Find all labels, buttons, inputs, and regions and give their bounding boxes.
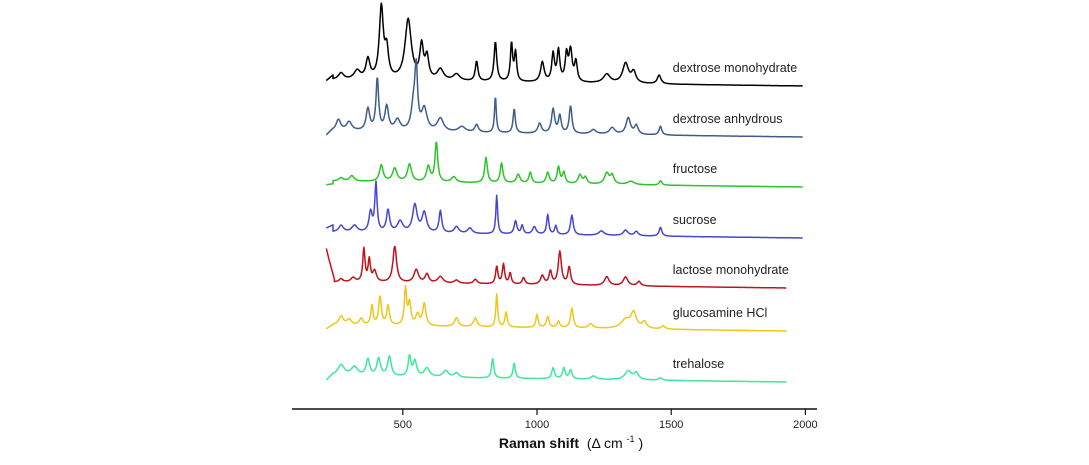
x-tick-label-1500: 1500	[659, 419, 683, 431]
x-axis-title: Raman shift (Δ cm -1 )	[499, 429, 643, 451]
spectrum-glucosamine-hcl	[325, 285, 787, 332]
spectrum-fructose	[326, 141, 803, 188]
spectrum-dextrose-anhydrous	[325, 58, 803, 138]
series-layer	[325, 2, 803, 383]
spectrum-sucrose	[325, 180, 803, 239]
series-label-glucosamine-hcl: glucosamine HCl	[673, 306, 767, 320]
x-axis-title-main: Raman shift	[499, 435, 579, 451]
series-label-trehalose: trehalose	[673, 357, 724, 371]
x-tick-label-500: 500	[394, 419, 412, 431]
series-label-sucrose: sucrose	[673, 213, 717, 227]
series-labels: dextrose monohydrate dextrose anhydrous fr…	[673, 61, 797, 371]
series-label-dextrose-anhydrous: dextrose anhydrous	[673, 112, 783, 126]
series-label-lactose-monohydrate: lactose monohydrate	[673, 263, 789, 277]
x-axis-title-unit: (Δ cm	[587, 435, 623, 451]
spectrum-dextrose-monohydrate	[325, 2, 803, 87]
spectrum-lactose-monohydrate	[325, 245, 787, 289]
x-tick-label-2000: 2000	[793, 419, 817, 431]
spectrum-trehalose	[325, 353, 787, 383]
x-axis-ticks: 500 1000 1500 2000	[394, 409, 818, 431]
x-axis-title-close: )	[638, 435, 643, 451]
x-tick-label-1000: 1000	[525, 419, 549, 431]
series-label-dextrose-monohydrate: dextrose monohydrate	[673, 61, 797, 75]
series-label-fructose: fructose	[673, 162, 718, 176]
x-axis-title-sup: -1	[627, 434, 635, 444]
